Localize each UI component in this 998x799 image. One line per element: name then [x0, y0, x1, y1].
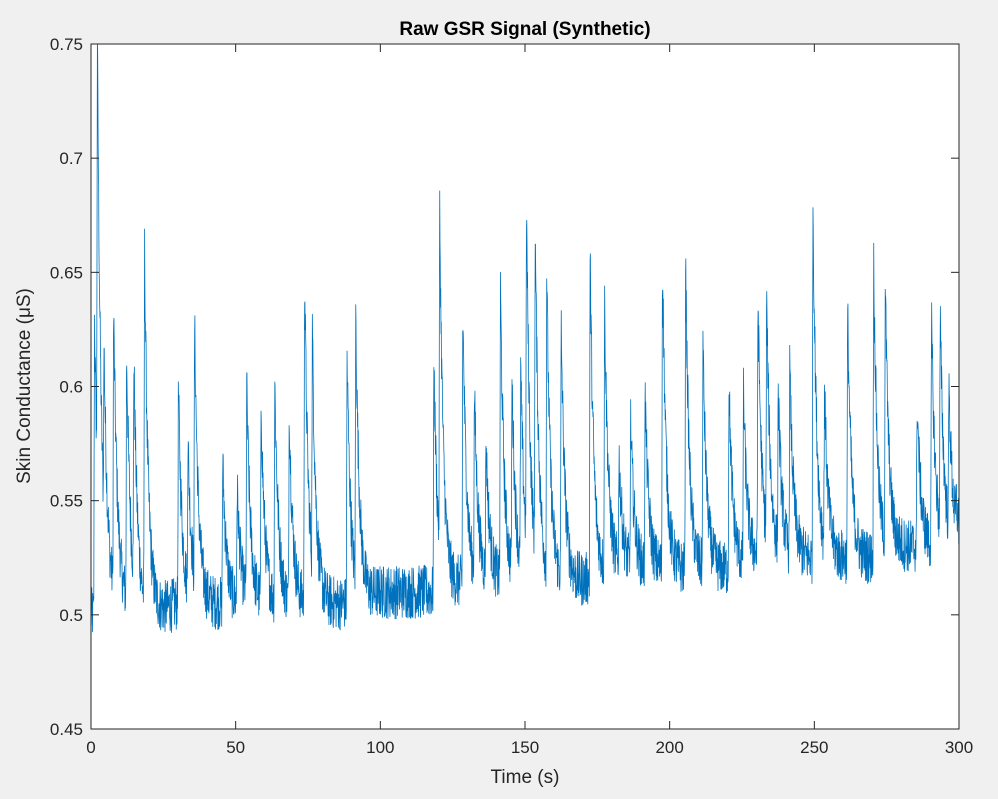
y-tick-label: 0.55 — [50, 492, 83, 511]
y-tick-label: 0.75 — [50, 35, 83, 54]
chart-title: Raw GSR Signal (Synthetic) — [399, 19, 650, 40]
x-tick-label: 200 — [655, 738, 683, 757]
y-tick-label: 0.65 — [50, 263, 83, 282]
y-tick-label: 0.45 — [50, 720, 83, 739]
x-axis-label: Time (s) — [491, 767, 560, 788]
y-tick-label: 0.6 — [59, 378, 83, 397]
gsr-signal-line — [91, 44, 959, 633]
x-tick-label: 0 — [86, 738, 95, 757]
x-tick-label: 250 — [800, 738, 828, 757]
x-tick-label: 300 — [945, 738, 973, 757]
x-tick-label: 100 — [366, 738, 394, 757]
axes-background — [91, 44, 959, 729]
y-tick-label: 0.5 — [59, 606, 83, 625]
y-axis-ticks: 0.45 0.5 0.55 0.6 0.65 0.7 0.75 — [50, 35, 959, 739]
x-axis-ticks: 0 50 100 150 200 250 300 — [86, 44, 973, 757]
x-tick-label: 50 — [226, 738, 245, 757]
y-axis-label: Skin Conductance (μS) — [14, 288, 35, 484]
y-tick-label: 0.7 — [59, 149, 83, 168]
x-tick-label: 150 — [511, 738, 539, 757]
